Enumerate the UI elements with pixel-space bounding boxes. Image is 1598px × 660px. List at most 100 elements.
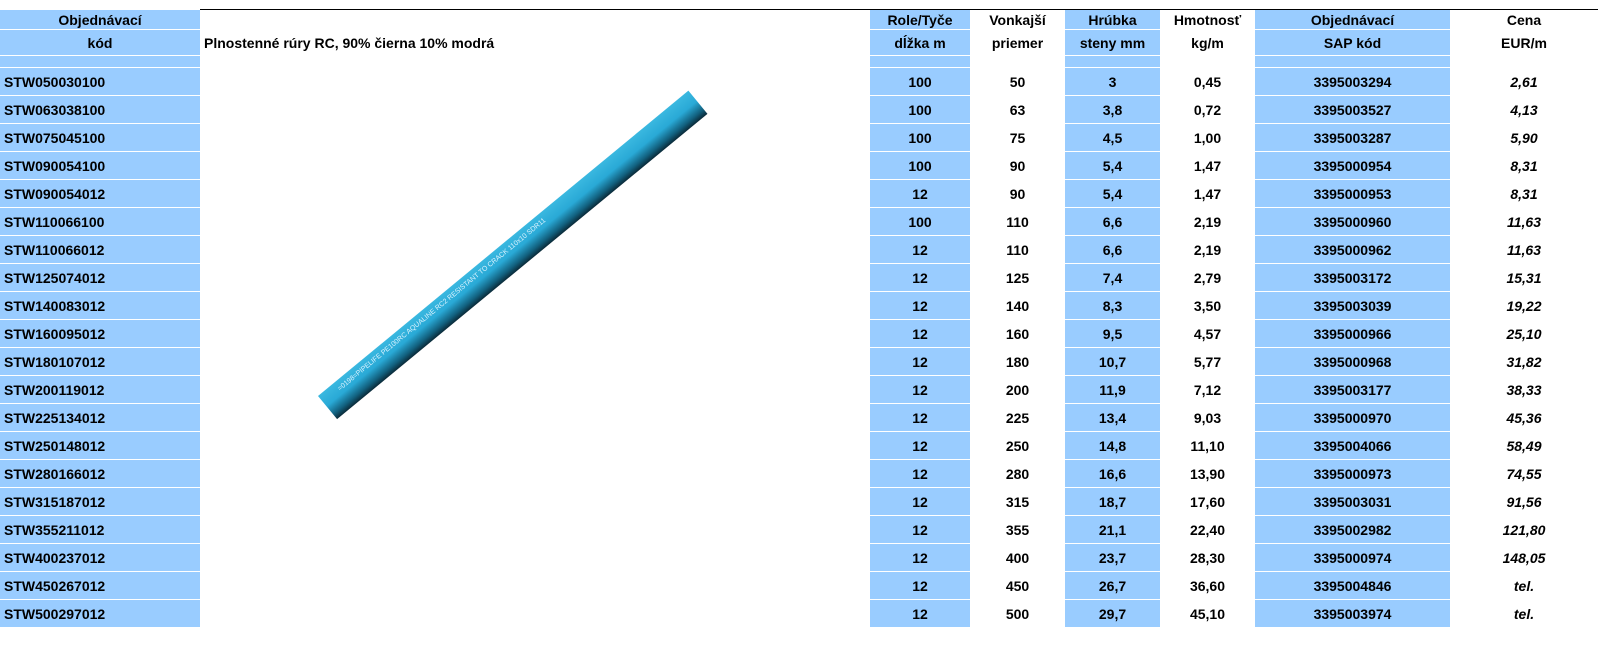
- empty-cell: [200, 348, 870, 376]
- data-cell: 100: [870, 96, 970, 124]
- data-cell: 4,5: [1065, 124, 1160, 152]
- data-cell: 5,90: [1450, 124, 1598, 152]
- empty-cell: [200, 572, 870, 600]
- data-cell: STW250148012: [0, 432, 200, 460]
- data-cell: 250: [970, 432, 1065, 460]
- data-cell: 3395003172: [1255, 264, 1450, 292]
- data-cell: 12: [870, 488, 970, 516]
- data-cell: STW315187012: [0, 488, 200, 516]
- header-cell: [200, 10, 870, 30]
- data-cell: 90: [970, 152, 1065, 180]
- empty-cell: [200, 460, 870, 488]
- data-cell: 1,00: [1160, 124, 1255, 152]
- data-cell: 4,13: [1450, 96, 1598, 124]
- data-cell: STW200119012: [0, 376, 200, 404]
- data-cell: 3395000953: [1255, 180, 1450, 208]
- data-cell: 0,72: [1160, 96, 1255, 124]
- data-cell: 12: [870, 348, 970, 376]
- empty-cell: [200, 96, 870, 124]
- data-cell: 17,60: [1160, 488, 1255, 516]
- data-cell: 3395003294: [1255, 68, 1450, 96]
- data-cell: 3395003177: [1255, 376, 1450, 404]
- data-cell: 12: [870, 572, 970, 600]
- data-cell: 12: [870, 600, 970, 628]
- data-cell: 140: [970, 292, 1065, 320]
- header-spacer: [200, 56, 870, 68]
- data-cell: 400: [970, 544, 1065, 572]
- data-cell: 3395003287: [1255, 124, 1450, 152]
- data-cell: 100: [870, 68, 970, 96]
- data-cell: 3395003974: [1255, 600, 1450, 628]
- data-cell: 13,4: [1065, 404, 1160, 432]
- data-cell: 5,4: [1065, 152, 1160, 180]
- data-cell: 12: [870, 516, 970, 544]
- header-cell: kg/m: [1160, 30, 1255, 56]
- data-cell: 25,10: [1450, 320, 1598, 348]
- data-cell: 12: [870, 180, 970, 208]
- data-cell: 110: [970, 208, 1065, 236]
- header-cell: Cena: [1450, 10, 1598, 30]
- data-cell: 2,19: [1160, 208, 1255, 236]
- data-cell: 1,47: [1160, 152, 1255, 180]
- data-cell: 75: [970, 124, 1065, 152]
- data-cell: 121,80: [1450, 516, 1598, 544]
- data-cell: 23,7: [1065, 544, 1160, 572]
- data-cell: 125: [970, 264, 1065, 292]
- data-cell: 90: [970, 180, 1065, 208]
- header-cell: Plnostenné rúry RC, 90% čierna 10% modrá: [200, 30, 870, 56]
- data-cell: 355: [970, 516, 1065, 544]
- data-cell: 3395002982: [1255, 516, 1450, 544]
- data-cell: 12: [870, 292, 970, 320]
- data-cell: 0,45: [1160, 68, 1255, 96]
- data-cell: STW355211012: [0, 516, 200, 544]
- data-cell: STW090054100: [0, 152, 200, 180]
- data-cell: 3,8: [1065, 96, 1160, 124]
- data-cell: 280: [970, 460, 1065, 488]
- data-cell: 12: [870, 544, 970, 572]
- empty-cell: [200, 516, 870, 544]
- header-cell: Objednávací: [0, 10, 200, 30]
- data-cell: 16,6: [1065, 460, 1160, 488]
- data-cell: STW110066100: [0, 208, 200, 236]
- data-cell: 18,7: [1065, 488, 1160, 516]
- data-cell: 5,4: [1065, 180, 1160, 208]
- empty-cell: [200, 404, 870, 432]
- data-cell: 3395003527: [1255, 96, 1450, 124]
- data-cell: 7,12: [1160, 376, 1255, 404]
- data-cell: 3395000962: [1255, 236, 1450, 264]
- data-cell: STW063038100: [0, 96, 200, 124]
- data-cell: STW225134012: [0, 404, 200, 432]
- data-cell: 6,6: [1065, 208, 1160, 236]
- data-cell: 3395000966: [1255, 320, 1450, 348]
- data-cell: 12: [870, 460, 970, 488]
- data-cell: 29,7: [1065, 600, 1160, 628]
- data-cell: 91,56: [1450, 488, 1598, 516]
- data-cell: 1,47: [1160, 180, 1255, 208]
- data-cell: 3,50: [1160, 292, 1255, 320]
- data-cell: STW140083012: [0, 292, 200, 320]
- data-cell: 2,61: [1450, 68, 1598, 96]
- data-cell: STW500297012: [0, 600, 200, 628]
- data-cell: tel.: [1450, 572, 1598, 600]
- header-spacer: [1160, 56, 1255, 68]
- data-cell: 14,8: [1065, 432, 1160, 460]
- data-cell: STW280166012: [0, 460, 200, 488]
- header-cell: Role/Tyče: [870, 10, 970, 30]
- data-cell: 74,55: [1450, 460, 1598, 488]
- empty-cell: [200, 292, 870, 320]
- data-cell: 19,22: [1450, 292, 1598, 320]
- data-cell: 3395000970: [1255, 404, 1450, 432]
- data-cell: 22,40: [1160, 516, 1255, 544]
- data-cell: 3395003039: [1255, 292, 1450, 320]
- data-cell: 315: [970, 488, 1065, 516]
- data-cell: 31,82: [1450, 348, 1598, 376]
- data-cell: 2,79: [1160, 264, 1255, 292]
- data-cell: 100: [870, 152, 970, 180]
- header-spacer: [970, 56, 1065, 68]
- empty-cell: [200, 264, 870, 292]
- data-cell: 200: [970, 376, 1065, 404]
- data-cell: 15,31: [1450, 264, 1598, 292]
- data-cell: 50: [970, 68, 1065, 96]
- data-cell: 63: [970, 96, 1065, 124]
- data-cell: 12: [870, 404, 970, 432]
